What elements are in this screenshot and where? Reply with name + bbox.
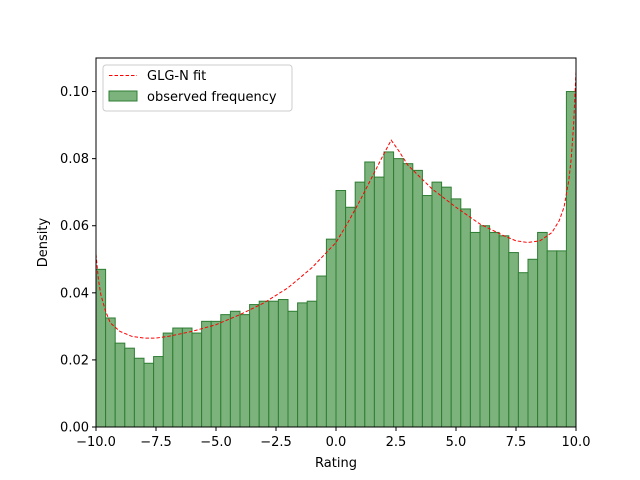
histogram-bar: [345, 206, 356, 428]
histogram-bar: [172, 327, 183, 428]
histogram-bar: [421, 195, 433, 428]
histogram-bar: [383, 151, 395, 428]
y-axis-label: Density: [36, 217, 51, 267]
histogram-bar: [354, 181, 366, 428]
legend: GLG-N fit observed frequency: [102, 64, 293, 112]
histogram-bar: [517, 272, 529, 428]
histogram-bar: [297, 302, 308, 428]
histogram-bar: [431, 181, 443, 428]
histogram-bar: [565, 91, 577, 428]
histogram-bar: [268, 300, 279, 428]
histogram-bar: [201, 320, 212, 428]
histogram-bar: [479, 225, 491, 428]
x-tick-label: −2.5: [260, 435, 292, 450]
histogram-bar: [498, 235, 510, 428]
x-tick-label: 5.0: [446, 435, 467, 450]
x-axis-label: Rating: [315, 456, 357, 471]
histogram-bar: [124, 347, 135, 428]
histogram-bar: [153, 356, 164, 428]
x-tick-label: 0.0: [326, 435, 347, 450]
legend-bar-label: observed frequency: [147, 90, 277, 105]
y-tick-label: 0.06: [60, 219, 89, 234]
histogram-bar: [364, 161, 375, 428]
x-tick-label: −7.5: [140, 435, 172, 450]
histogram-bar: [306, 300, 318, 428]
histogram-bar: [220, 314, 231, 428]
histogram-bar: [441, 186, 452, 428]
histogram-bar: [133, 357, 145, 428]
x-tick-label: 10.0: [562, 435, 591, 450]
histogram-bar: [556, 250, 567, 428]
histogram-bar: [239, 314, 251, 428]
histogram-bar: [229, 310, 241, 428]
x-tick-label: 2.5: [386, 435, 407, 450]
histogram-bar: [469, 231, 481, 428]
histogram-bar: [527, 258, 539, 428]
x-tick-label: 7.5: [506, 435, 527, 450]
histogram-bar: [537, 231, 548, 428]
y-tick-label: 0.10: [60, 85, 89, 100]
legend-box: [102, 64, 293, 112]
legend-bar-swatch: [108, 90, 138, 102]
histogram-bar: [402, 163, 414, 428]
histogram-bar: [143, 362, 155, 428]
x-tick-label: −5.0: [200, 435, 232, 450]
histogram-bar: [210, 320, 222, 428]
histogram-bar: [460, 208, 471, 428]
x-tick-label: −10.0: [76, 435, 116, 450]
histogram-bar: [162, 332, 174, 428]
histogram-bar: [325, 238, 337, 428]
histogram-bar: [181, 327, 193, 428]
histogram-bar: [508, 252, 519, 428]
y-tick-label: 0.08: [60, 152, 89, 167]
x-axis-ticks: −10.0 −7.5 −5.0 −2.5 0.0 2.5 5.0 7.5 10.0: [76, 427, 590, 450]
histogram-bar: [546, 250, 558, 428]
y-tick-label: 0.04: [60, 286, 89, 301]
histogram-bar: [249, 304, 260, 428]
y-axis-ticks: 0.00 0.02 0.04 0.06 0.08 0.10: [60, 85, 96, 436]
histogram-bar: [105, 317, 116, 428]
histogram-bar: [335, 190, 347, 428]
histogram-bar: [258, 300, 270, 428]
histogram-bar: [287, 310, 299, 428]
histogram-bar: [316, 275, 327, 428]
histogram-bar: [393, 158, 404, 428]
histogram-bar: [489, 231, 500, 428]
legend-fit-label: GLG-N fit: [147, 69, 206, 84]
histogram-bar: [277, 299, 289, 428]
histogram-bar: [191, 332, 203, 428]
histogram-bars: [95, 91, 577, 428]
y-tick-label: 0.02: [60, 353, 89, 368]
fit-curve-line: [95, 71, 577, 339]
histogram-bar: [114, 342, 126, 428]
y-tick-label: 0.00: [60, 421, 89, 436]
histogram-bar: [450, 198, 462, 428]
histogram-bar: [412, 169, 423, 428]
histogram-bar: [373, 176, 385, 428]
